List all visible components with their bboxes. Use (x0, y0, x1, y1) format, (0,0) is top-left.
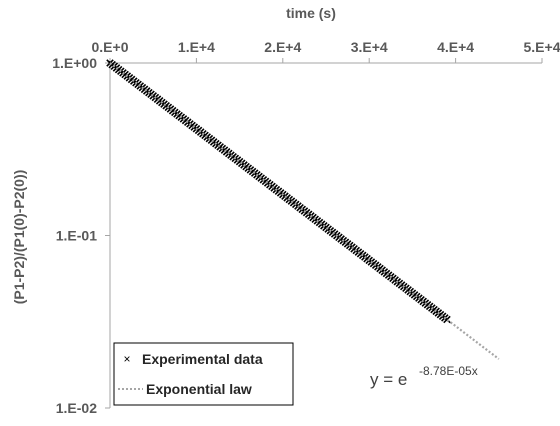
x-tick-label: 3.E+4 (351, 39, 388, 55)
legend-label-experimental: Experimental data (142, 351, 263, 367)
legend-x-marker-icon: × (123, 352, 130, 366)
plot-area: 0.E+0 1.E+4 2.E+4 3.E+4 4.E+4 5.E+4 1.E+00 1.E-… (52, 39, 560, 416)
equation-annotation: y = e -8.78E-05x (370, 364, 478, 389)
y-tick-label: 1.E+00 (52, 55, 97, 71)
legend: × Experimental data Exponential law (113, 342, 294, 406)
legend-box (113, 342, 294, 406)
x-tick-label: 5.E+4 (524, 39, 560, 55)
x-axis-title: time (s) (286, 5, 336, 21)
equation-base: y = e (370, 370, 407, 389)
y-tick-label: 1.E-02 (56, 400, 97, 416)
x-tick-label: 0.E+0 (92, 39, 129, 55)
x-tick-label: 1.E+4 (178, 39, 215, 55)
exponential-law-line (109, 62, 500, 360)
equation-exponent: -8.78E-05x (419, 364, 478, 378)
legend-label-exponential: Exponential law (146, 381, 252, 397)
y-axis-title: (P1-P2)/(P1(0)-P2(0)) (11, 170, 27, 305)
x-tick-label: 2.E+4 (264, 39, 301, 55)
y-tick-label: 1.E-01 (56, 228, 97, 244)
legend-item-experimental: × Experimental data (123, 351, 262, 367)
legend-item-exponential: Exponential law (118, 381, 252, 397)
x-tick-label: 4.E+4 (437, 39, 474, 55)
